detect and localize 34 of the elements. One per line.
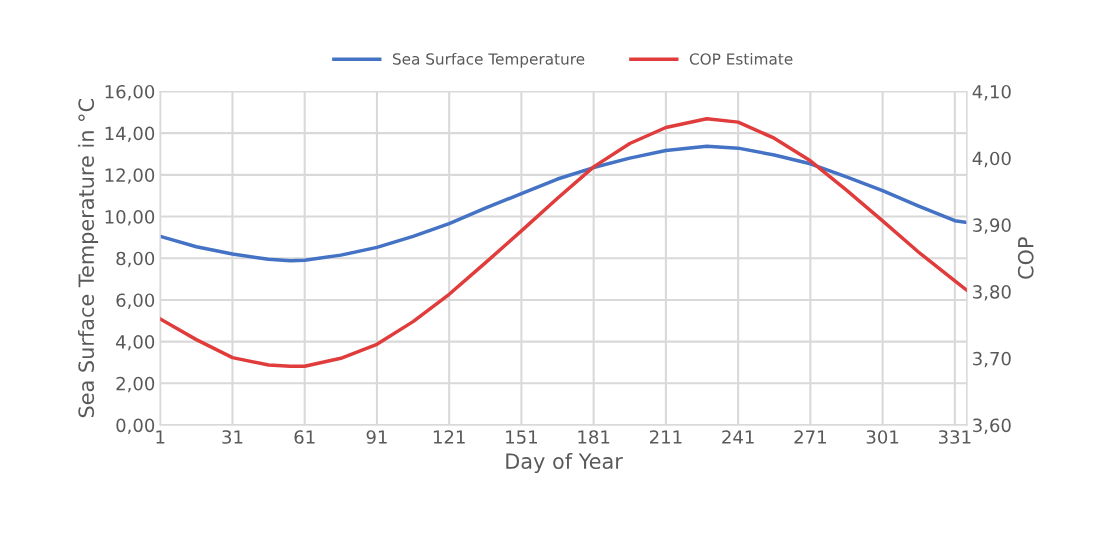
- y2-axis-title: COP: [1017, 237, 1034, 279]
- legend-label: COP Estimate: [689, 52, 793, 65]
- x-tick-label: 151: [506, 430, 537, 444]
- x-axis-title: Day of Year: [506, 452, 623, 474]
- line-series: [160, 144, 967, 263]
- x-tick-label: 331: [938, 430, 971, 444]
- x-tick-label: 91: [366, 430, 387, 444]
- y-tick-label: 12,00: [105, 168, 155, 184]
- x-tick-label: 61: [294, 430, 315, 444]
- x-tick-label: 31: [222, 430, 243, 444]
- y-tick-label: 4,00: [116, 335, 155, 351]
- x-tick-label: 271: [794, 430, 826, 444]
- legend-label: Sea Surface Temperature: [392, 52, 585, 68]
- y2-tick-label: 3,90: [973, 218, 1011, 234]
- y2-tick-label: 4,10: [972, 84, 1011, 101]
- line-series: [160, 117, 967, 369]
- y-tick-label: 0,00: [116, 418, 155, 434]
- y-axis-title: Sea Surface Temperature in °C: [77, 99, 99, 418]
- x-tick-label: 181: [578, 430, 610, 444]
- y2-tick-label: 4,00: [972, 151, 1011, 168]
- x-tick-label: 241: [722, 430, 754, 444]
- y2-tick-label: 3,70: [973, 351, 1011, 368]
- x-tick-label: 1: [156, 430, 165, 444]
- x-tick-label: 211: [649, 430, 682, 444]
- y-tick-label: 16,00: [105, 84, 155, 101]
- x-tick-label: 301: [866, 430, 899, 444]
- y-tick-label: 8,00: [116, 251, 155, 268]
- x-tick-label: 121: [433, 430, 465, 444]
- y-tick-label: 10,00: [105, 210, 155, 226]
- y-tick-label: 2,00: [116, 376, 155, 393]
- y-tick-label: 14,00: [105, 126, 155, 143]
- y-tick-label: 6,00: [116, 293, 155, 309]
- y2-tick-label: 3,80: [973, 285, 1011, 301]
- y2-tick-label: 3,60: [973, 418, 1011, 434]
